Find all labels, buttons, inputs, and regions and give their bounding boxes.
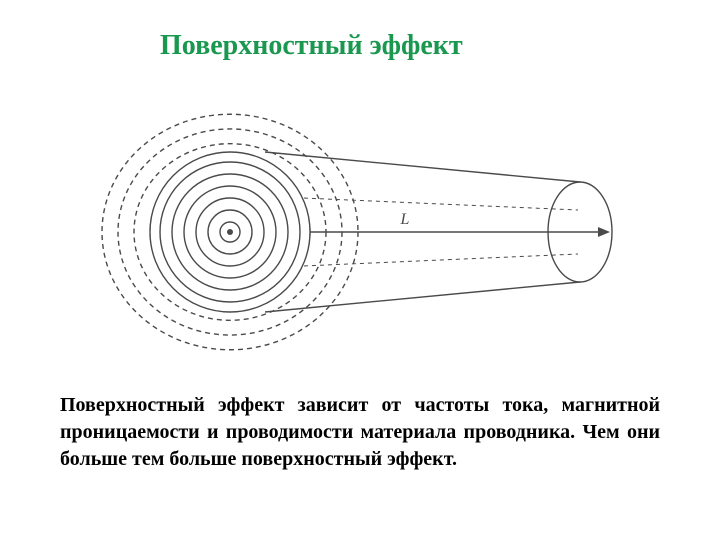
body-paragraph: Поверхностный эффект зависит от частоты …	[60, 392, 660, 473]
diagram-container: L	[50, 72, 670, 372]
svg-text:L: L	[400, 211, 410, 228]
skin-effect-diagram: L	[80, 82, 640, 362]
slide-title: Поверхностный эффект	[160, 30, 670, 62]
